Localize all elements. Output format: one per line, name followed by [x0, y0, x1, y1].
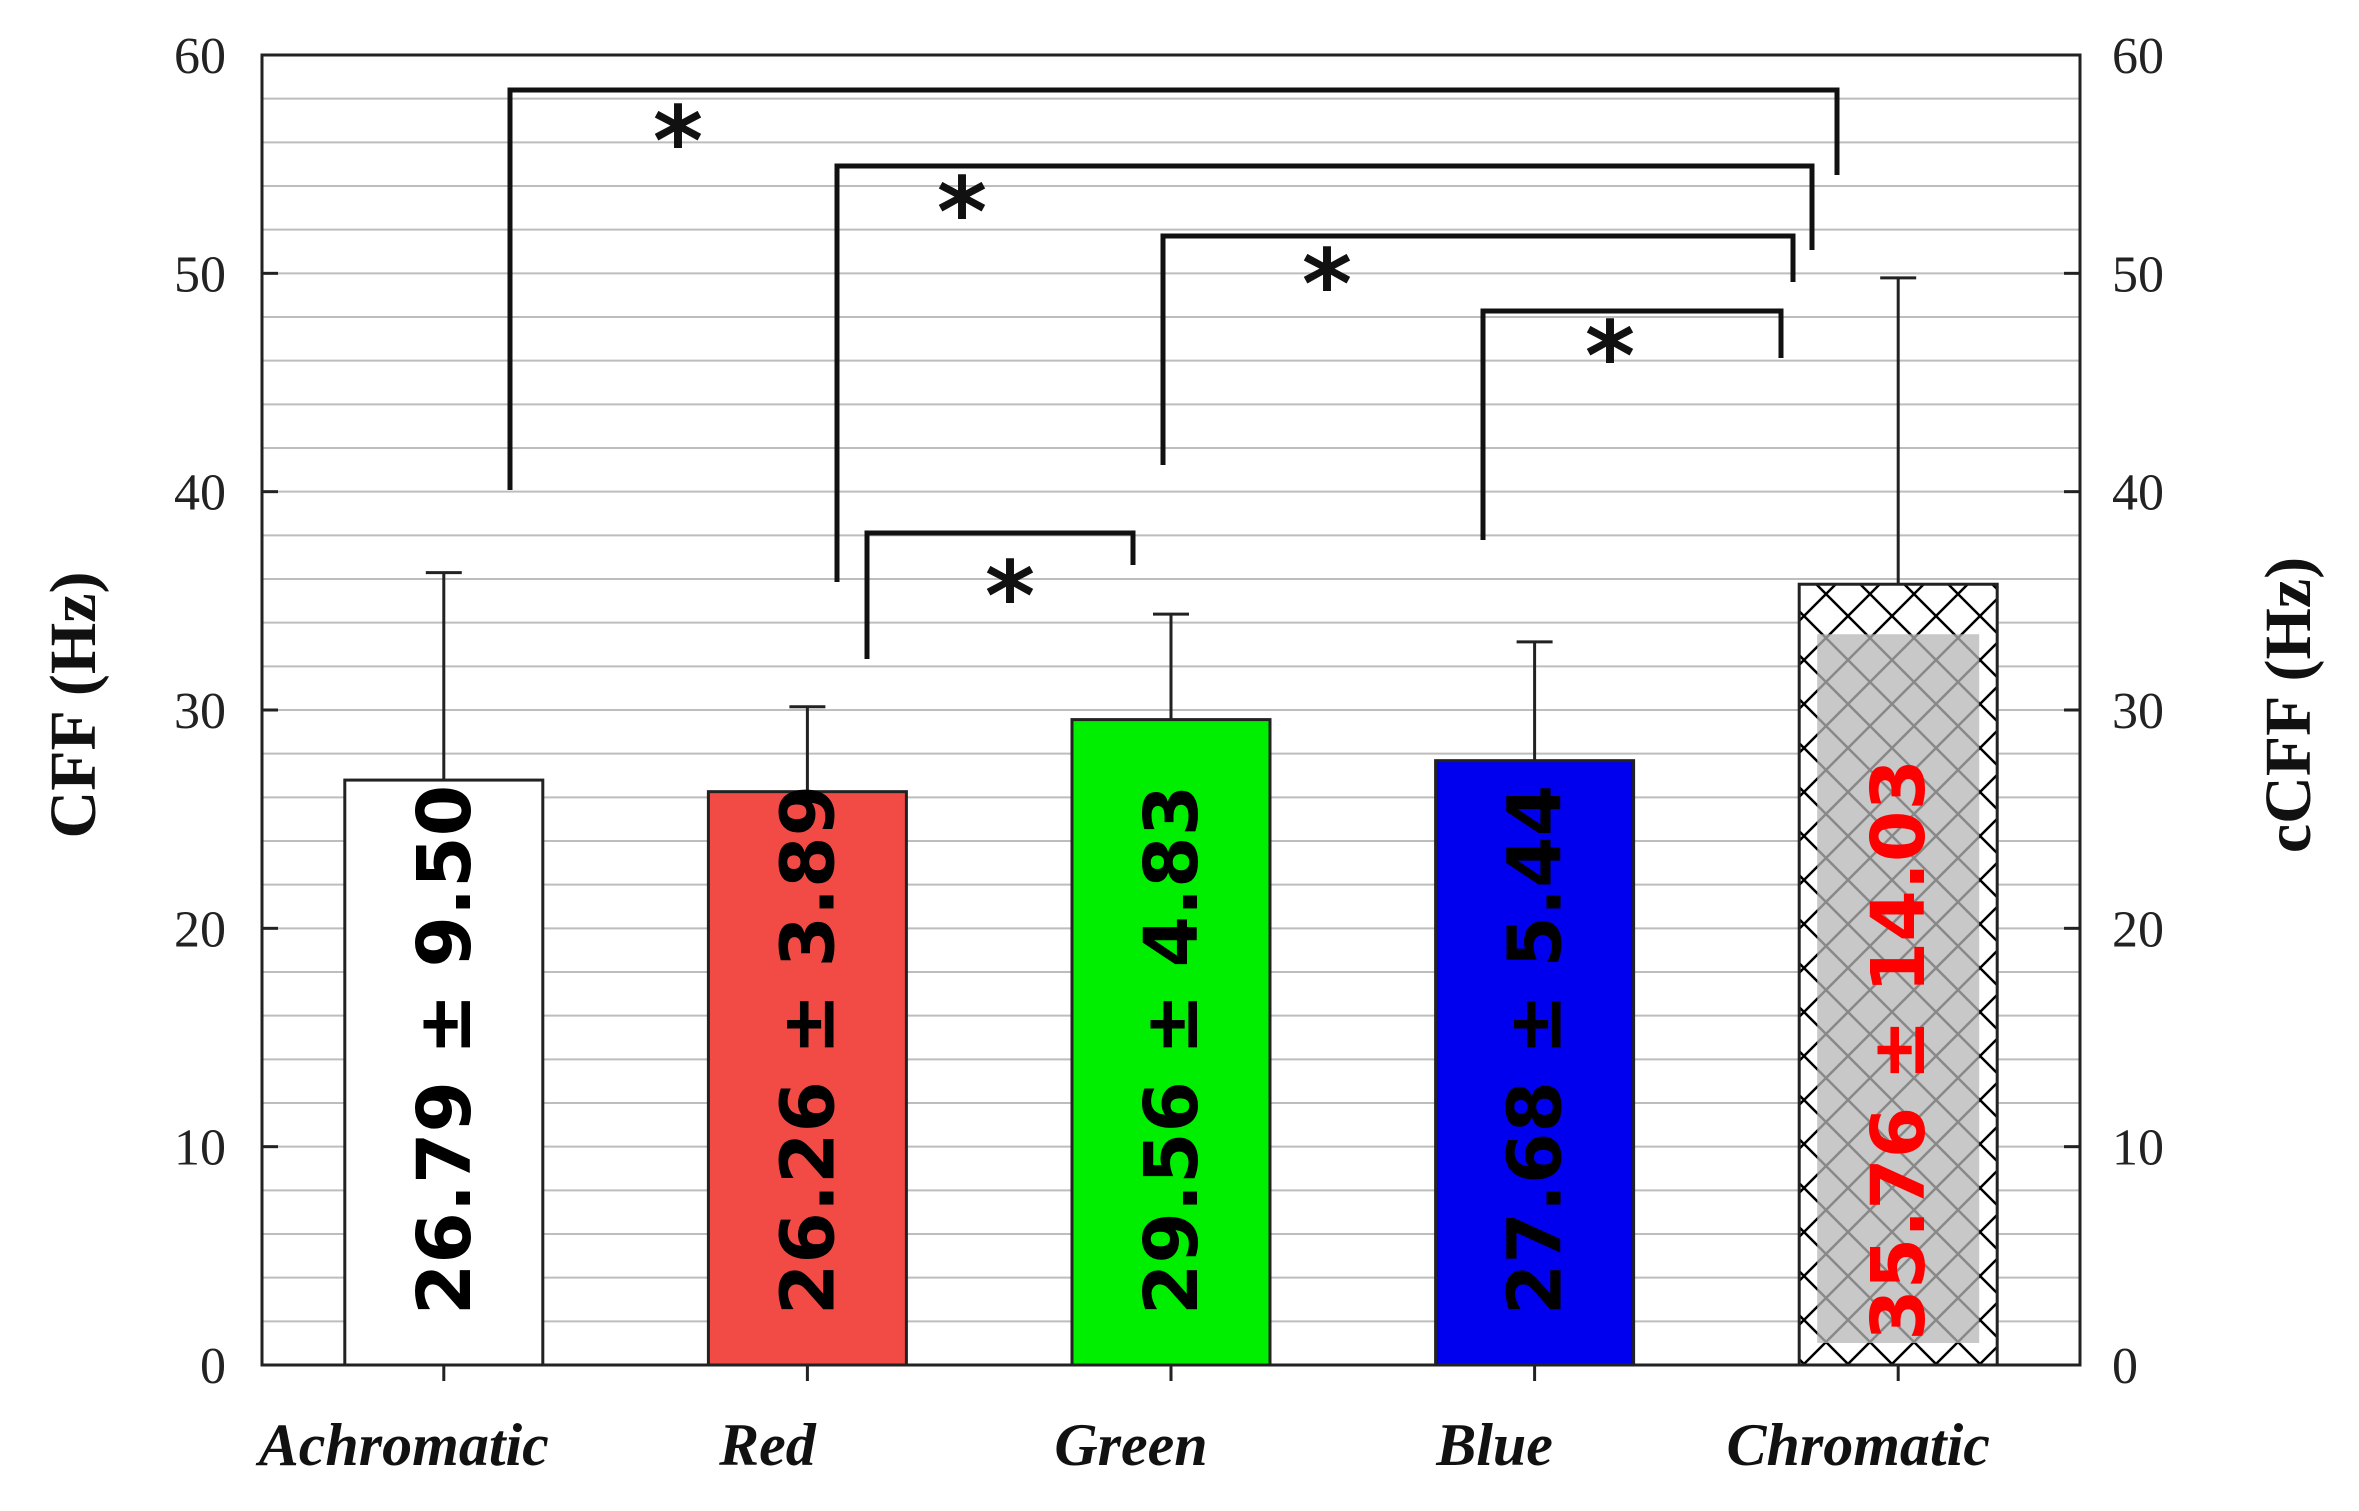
significance-bracket — [834, 163, 1815, 582]
y2-axis-title: cCFF (Hz) — [2252, 557, 2325, 853]
x-category-label: Green — [1054, 1412, 1207, 1478]
significance-star: * — [937, 157, 987, 269]
y2-tick-label: 10 — [2112, 1120, 2164, 1177]
significance-bracket — [1480, 308, 1784, 540]
significance-star: * — [1585, 301, 1635, 413]
y-tick-label: 50 — [174, 246, 226, 303]
y-tick-label: 10 — [174, 1120, 226, 1177]
error-bars-group — [425, 276, 1917, 792]
y2-tick-label: 40 — [2112, 465, 2164, 522]
x-category-label: Blue — [1435, 1412, 1553, 1478]
bar-value-label: 26.79 ± 9.50 — [402, 785, 488, 1315]
bar-achromatic — [343, 778, 545, 1367]
axis-ticks — [262, 53, 2080, 1381]
y-tick-label: 30 — [174, 683, 226, 740]
bar-blue — [1434, 759, 1636, 1367]
x-category-label: Achromatic — [255, 1412, 549, 1478]
y2-tick-label: 50 — [2112, 246, 2164, 303]
significance-star: * — [985, 541, 1035, 653]
bar-value-label: 27.68 ± 5.44 — [1493, 785, 1579, 1315]
y-tick-label: 40 — [174, 465, 226, 522]
x-category-label: Chromatic — [1727, 1412, 1990, 1478]
bar-value-label: 26.26 ± 3.89 — [765, 785, 851, 1315]
y2-tick-label: 0 — [2112, 1338, 2138, 1395]
significance-brackets: * * * * * — [507, 86, 1840, 659]
bar-value-label: 35.76 ± 14.03 — [1856, 759, 1942, 1341]
significance-star: * — [1302, 229, 1352, 341]
x-category-label: Red — [718, 1412, 817, 1478]
y-axis-title: CFF (Hz) — [37, 572, 110, 839]
y2-tick-label: 60 — [2112, 28, 2164, 85]
bar-green — [1070, 718, 1272, 1367]
y-tick-label: 60 — [174, 28, 226, 85]
y-tick-label: 20 — [174, 901, 226, 958]
bar-chromatic-inner — [1817, 634, 1980, 1343]
text-labels: 0 10 20 30 40 50 60 0 10 20 30 40 50 60 26.79 ± 9.50 Ac… — [174, 28, 2164, 1478]
bar-value-label: 29.56 ± 4.83 — [1129, 785, 1215, 1315]
bar-red — [706, 790, 908, 1367]
y-tick-label: 0 — [200, 1338, 226, 1395]
significance-bracket — [1160, 233, 1796, 465]
significance-star: * — [653, 86, 703, 198]
y2-tick-label: 20 — [2112, 901, 2164, 958]
significance-bracket — [507, 87, 1840, 490]
bars-group — [343, 582, 1999, 1367]
y2-tick-label: 30 — [2112, 683, 2164, 740]
significance-bracket — [864, 530, 1136, 659]
